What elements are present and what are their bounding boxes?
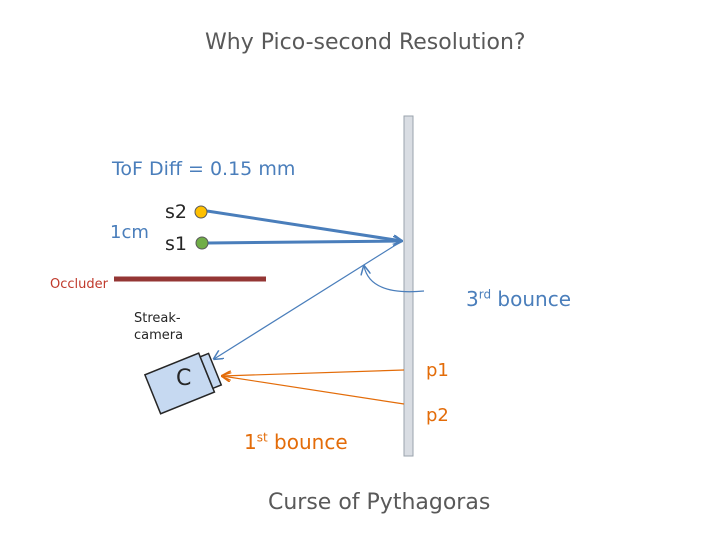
- ray-wall-to-camera: [214, 240, 403, 359]
- first-bounce-label: 1st bounce: [244, 430, 348, 454]
- point-p2-label: p2: [426, 405, 449, 426]
- source-s1-point: [195, 236, 209, 250]
- ray-s1-to-wall: [207, 241, 402, 243]
- streak-camera-icon: [143, 352, 223, 415]
- camera-letter: C: [176, 366, 192, 391]
- third-bounce-label: 3rd bounce: [466, 287, 572, 311]
- ray-p2-to-camera: [222, 376, 405, 405]
- wall: [403, 115, 414, 457]
- distance-label: 1cm: [110, 222, 149, 243]
- source-s2-label: s2: [165, 201, 187, 223]
- streak-camera-label: Streak-camera: [134, 311, 184, 343]
- occluder-label: Occluder: [50, 277, 108, 292]
- point-p1-label: p1: [426, 360, 449, 381]
- footer-caption: Curse of Pythagoras: [268, 490, 491, 515]
- page-title: Why Pico-second Resolution?: [205, 30, 526, 55]
- ray-p1-to-camera: [222, 369, 405, 376]
- source-s2-point: [194, 205, 208, 219]
- source-s1-label: s1: [165, 233, 187, 255]
- tof-diff-label: ToF Diff = 0.15 mm: [112, 158, 296, 180]
- ray-s2-to-wall: [206, 209, 402, 241]
- third-bounce-pointer: [364, 266, 425, 293]
